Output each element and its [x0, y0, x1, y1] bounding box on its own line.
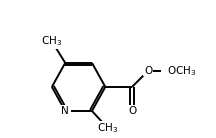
Text: OCH$_3$: OCH$_3$ — [167, 64, 196, 78]
Text: O: O — [144, 66, 152, 76]
Text: CH$_3$: CH$_3$ — [41, 35, 62, 48]
Text: CH$_3$: CH$_3$ — [97, 121, 119, 135]
Text: O: O — [128, 106, 136, 116]
Text: N: N — [61, 106, 69, 116]
